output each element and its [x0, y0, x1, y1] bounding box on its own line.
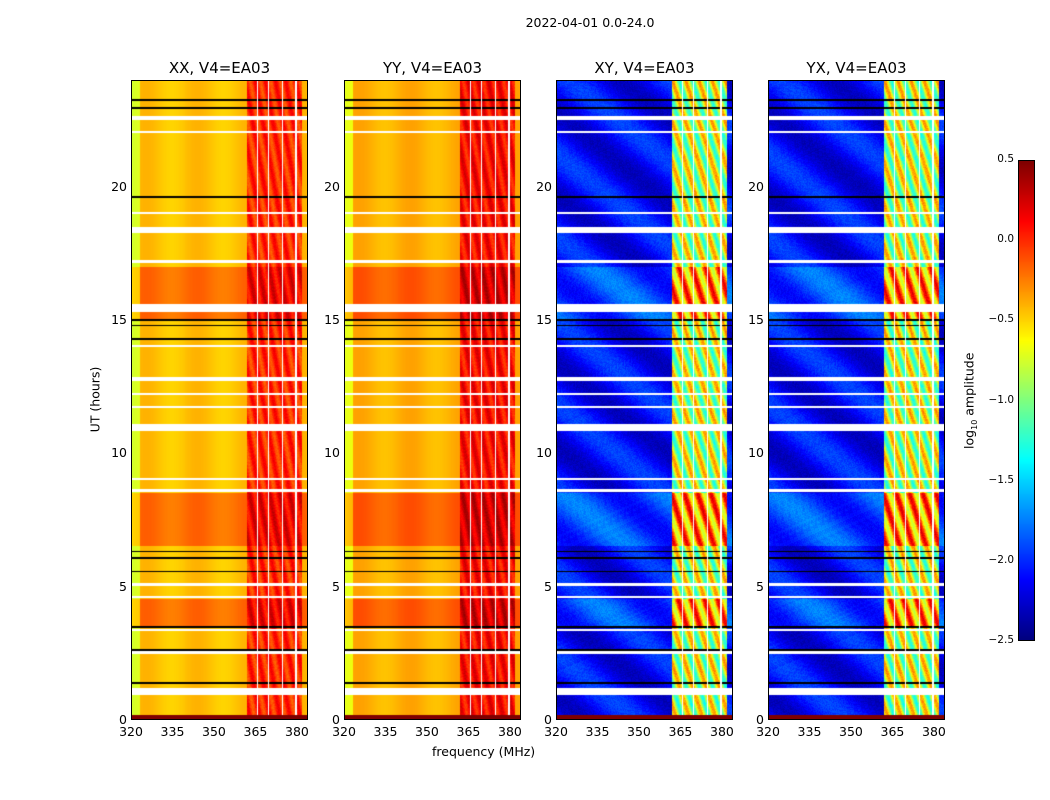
- y-tick-label: 10: [748, 445, 764, 461]
- x-tick-label: 335: [373, 724, 398, 739]
- y-tick-label: 5: [544, 578, 552, 594]
- x-tick-label: 380: [710, 724, 734, 739]
- y-tick-label: 15: [324, 312, 340, 327]
- colorbar-tick-label: −1.0: [988, 393, 1015, 406]
- panel-title: XY, V4=EA03: [594, 59, 695, 77]
- y-tick-label: 20: [111, 178, 127, 194]
- x-tick-label: 335: [160, 724, 185, 739]
- x-tick-label: 350: [415, 724, 439, 739]
- x-tick-label: 320: [756, 724, 780, 739]
- x-tick-label: 380: [922, 724, 946, 739]
- y-tick-label: 15: [111, 312, 127, 327]
- heatmap-panel-xx: [131, 80, 308, 720]
- y-tick-label: 5: [119, 578, 127, 594]
- y-tick-label: 20: [748, 178, 764, 194]
- y-tick-label: 20: [324, 178, 340, 194]
- y-tick-label: 10: [111, 445, 127, 461]
- x-tick-label: 350: [839, 724, 863, 739]
- y-tick-label: 20: [536, 178, 552, 194]
- y-axis-label: UT (hours): [87, 366, 103, 433]
- y-tick-label: 0: [332, 712, 340, 727]
- colorbar-tick-label: −2.5: [988, 634, 1015, 646]
- y-tick-label: 0: [119, 712, 127, 727]
- y-tick-label: 10: [536, 445, 552, 461]
- y-tick-label: 10: [324, 445, 340, 461]
- x-tick-label: 365: [456, 724, 481, 739]
- x-tick-label: 335: [585, 724, 610, 739]
- x-tick-label: 365: [243, 724, 268, 739]
- figure-title: 2022-04-01 0.0-24.0: [525, 15, 655, 30]
- x-tick-label: 380: [285, 724, 309, 739]
- y-tick-label: 15: [748, 312, 764, 327]
- y-tick-label: 15: [536, 312, 552, 327]
- colorbar-label: log10 amplitude: [961, 352, 979, 449]
- panel-title: YY, V4=EA03: [382, 59, 483, 77]
- x-tick-label: 320: [332, 724, 356, 739]
- colorbar-gradient: [1019, 161, 1034, 640]
- colorbar: [1018, 160, 1035, 641]
- panel-title: XX, V4=EA03: [168, 59, 271, 77]
- x-tick-label: 365: [880, 724, 905, 739]
- x-tick-label: 365: [668, 724, 693, 739]
- heatmap-panel-yy: [344, 80, 521, 720]
- colorbar-tick-label: −0.5: [988, 313, 1015, 326]
- x-tick-label: 350: [202, 724, 226, 739]
- x-tick-label: 335: [797, 724, 822, 739]
- x-tick-label: 320: [544, 724, 568, 739]
- x-tick-label: 350: [627, 724, 651, 739]
- x-tick-label: 380: [498, 724, 522, 739]
- heatmap-panel-xy: [556, 80, 733, 720]
- colorbar-tick-label: −1.5: [988, 473, 1015, 486]
- heatmap-image: [345, 81, 520, 719]
- colorbar-tick-label: −2.0: [988, 553, 1015, 566]
- colorbar-tick-label: 0.5: [997, 153, 1014, 165]
- y-tick-label: 0: [544, 712, 552, 727]
- y-tick-label: 5: [756, 578, 764, 594]
- heatmap-image: [132, 81, 307, 719]
- x-tick-label: 320: [119, 724, 143, 739]
- x-axis-label: frequency (MHz): [432, 744, 536, 759]
- panel-title: YX, V4=EA03: [806, 59, 907, 77]
- y-tick-label: 0: [756, 712, 764, 727]
- heatmap-image: [769, 81, 944, 719]
- colorbar-tick-label: 0.0: [997, 233, 1014, 246]
- heatmap-panel-yx: [768, 80, 945, 720]
- y-tick-label: 5: [332, 578, 340, 594]
- heatmap-image: [557, 81, 732, 719]
